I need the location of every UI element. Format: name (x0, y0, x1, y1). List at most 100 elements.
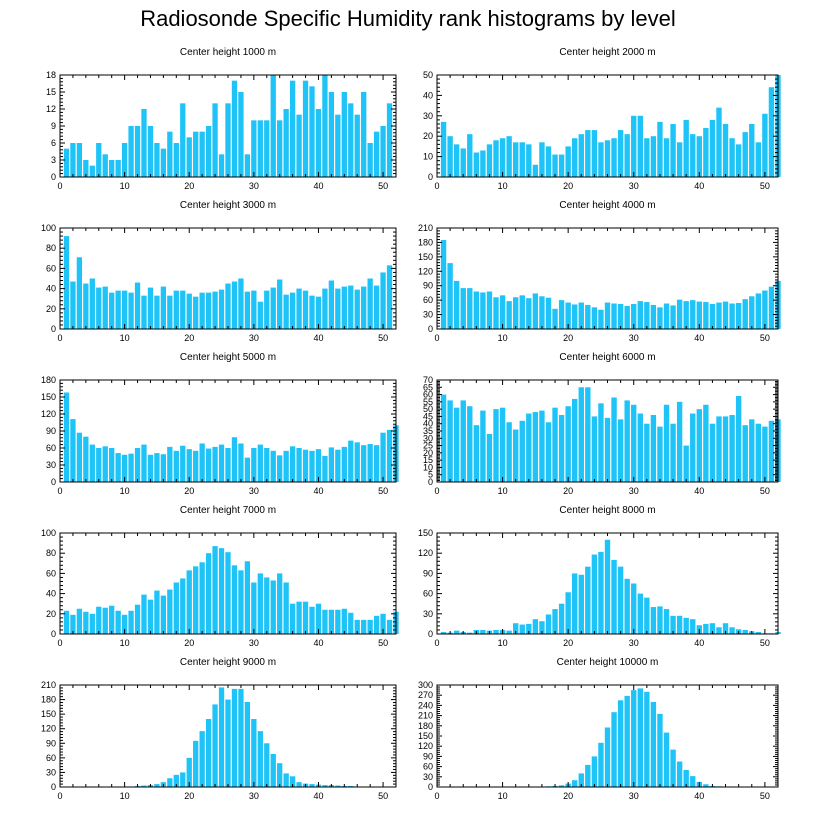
panel-title: Center height 1000 m (180, 47, 276, 58)
histogram-bar (552, 407, 558, 482)
x-tick-label: 10 (498, 638, 508, 648)
histogram-bar (499, 138, 506, 177)
histogram-bar (89, 165, 95, 177)
histogram-bar (361, 92, 367, 177)
y-tick-label: 0 (428, 477, 433, 487)
histogram-bar (729, 138, 735, 177)
histogram-bar (506, 422, 512, 482)
histogram-bar (683, 617, 689, 634)
histogram-bar (205, 719, 212, 787)
x-tick-label: 20 (563, 333, 573, 343)
histogram-bar (173, 143, 179, 177)
histogram-bar (257, 731, 263, 787)
histogram-bar (277, 455, 283, 482)
y-tick-label: 50 (423, 70, 433, 80)
histogram-bar (83, 611, 89, 634)
histogram-bar (76, 432, 83, 482)
histogram-bar (690, 619, 696, 634)
histogram-bar (631, 583, 637, 634)
histogram-bar (644, 423, 650, 482)
histogram-bar (473, 291, 480, 329)
histogram-bar (244, 457, 251, 482)
y-tick-label: 15 (423, 455, 433, 465)
y-tick-label: 45 (423, 411, 433, 421)
x-tick-label: 20 (184, 791, 194, 801)
histogram-bar (147, 287, 154, 329)
histogram-bar (96, 143, 102, 177)
panel-title: Center height 7000 m (180, 505, 276, 516)
histogram-bar (205, 126, 212, 177)
histogram-bar (296, 448, 302, 482)
histogram-bar (160, 454, 167, 482)
x-tick-label: 20 (184, 638, 194, 648)
histogram-bar (578, 302, 584, 329)
y-tick-label: 0 (428, 172, 433, 182)
histogram-bar (453, 144, 460, 177)
y-tick-label: 80 (46, 243, 56, 253)
histogram-bar (473, 152, 480, 177)
panel-title: Center height 6000 m (559, 352, 655, 363)
y-tick-label: 20 (423, 448, 433, 458)
histogram-bar (205, 292, 212, 329)
histogram-bar (453, 280, 460, 329)
histogram-bar (109, 160, 115, 177)
histogram-bar (89, 278, 95, 329)
histogram-bar (270, 287, 276, 329)
histogram-bar (121, 614, 128, 634)
x-tick-label: 20 (563, 181, 573, 191)
y-tick-label: 90 (423, 281, 433, 291)
histogram-bar (277, 279, 283, 329)
histogram-bar (722, 416, 729, 482)
histogram-bar (283, 450, 289, 482)
x-tick-label: 50 (378, 791, 388, 801)
y-tick-label: 0 (51, 477, 56, 487)
histogram-bar (380, 613, 386, 634)
histogram-bar (552, 609, 558, 634)
x-tick-label: 20 (184, 181, 194, 191)
histogram-bar (657, 307, 663, 329)
histogram-bar (683, 770, 689, 787)
histogram-bar (264, 743, 270, 787)
histogram-bar (703, 302, 709, 329)
histogram-bar (154, 295, 160, 329)
histogram-bar (604, 727, 611, 787)
histogram-bar (578, 773, 584, 787)
x-tick-label: 50 (378, 638, 388, 648)
histogram-bar (160, 286, 167, 329)
histogram-bar (147, 126, 154, 177)
histogram-bar (676, 761, 683, 787)
histogram-bar (341, 286, 347, 329)
x-tick-label: 20 (184, 333, 194, 343)
histogram-bar (173, 774, 179, 787)
histogram-bar (486, 433, 493, 482)
histogram-bar (467, 134, 473, 177)
histogram-bar (231, 437, 238, 482)
histogram-bar (302, 290, 309, 329)
y-tick-label: 60 (46, 443, 56, 453)
histogram-bar (493, 409, 499, 482)
x-tick-label: 50 (760, 638, 770, 648)
histogram-bar (637, 115, 643, 177)
histogram-bar (83, 436, 89, 482)
histogram-bar (63, 236, 70, 329)
histogram-bar (328, 280, 335, 329)
histogram-bar (755, 631, 762, 634)
histogram-bar (670, 423, 676, 482)
histogram-bar (341, 608, 347, 634)
histogram-bar (264, 290, 270, 329)
histogram-bar (134, 448, 141, 482)
histogram-bar (102, 286, 108, 329)
y-tick-label: 120 (41, 409, 56, 419)
histogram-bar (102, 607, 108, 634)
histogram-bar (486, 291, 493, 329)
histogram-bar (578, 387, 584, 482)
histogram-bar (225, 699, 231, 787)
histogram-bar (519, 142, 525, 177)
histogram-bar (709, 303, 716, 329)
histogram-bar (335, 785, 341, 787)
histogram-bar (199, 443, 205, 482)
y-tick-label: 90 (423, 568, 433, 578)
histogram-bar (440, 121, 447, 177)
histogram-bar (545, 146, 552, 177)
histogram-bar (231, 80, 238, 177)
